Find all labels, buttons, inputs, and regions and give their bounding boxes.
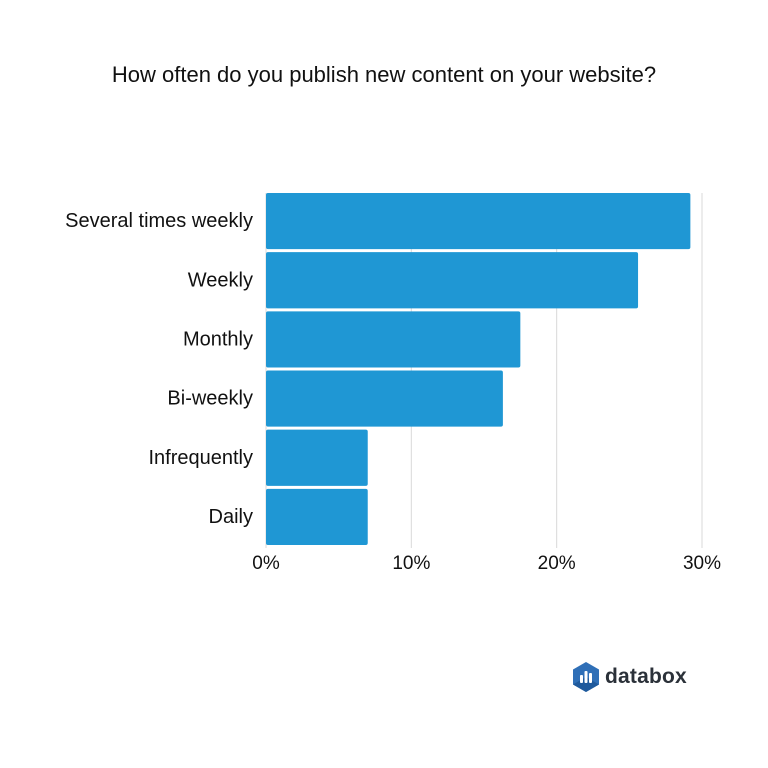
bar [266,311,521,368]
bar [266,488,368,545]
bar [266,193,691,250]
bar [266,429,368,486]
bar [266,252,639,309]
databox-logo-text: databox [605,665,687,688]
category-label: Infrequently [148,447,253,469]
bar [266,370,503,427]
category-label: Weekly [188,269,253,291]
category-label: Bi-weekly [167,388,253,410]
category-label: Daily [209,506,253,528]
bars [266,193,691,545]
category-labels: Several times weekly Weekly Monthly Bi-week… [65,210,253,528]
x-tick-label: 30% [683,553,721,574]
x-tick-label: 10% [392,553,430,574]
category-label: Several times weekly [65,210,253,232]
category-label: Monthly [183,328,253,350]
databox-logo: databox [573,661,687,693]
chart-title: How often do you publish new content on … [111,62,657,87]
databox-logo-icon [573,662,599,692]
x-tick-label: 0% [252,553,280,574]
x-tick-label: 20% [538,553,576,574]
x-axis-ticks: 0% 10% 20% 30% [252,553,721,574]
